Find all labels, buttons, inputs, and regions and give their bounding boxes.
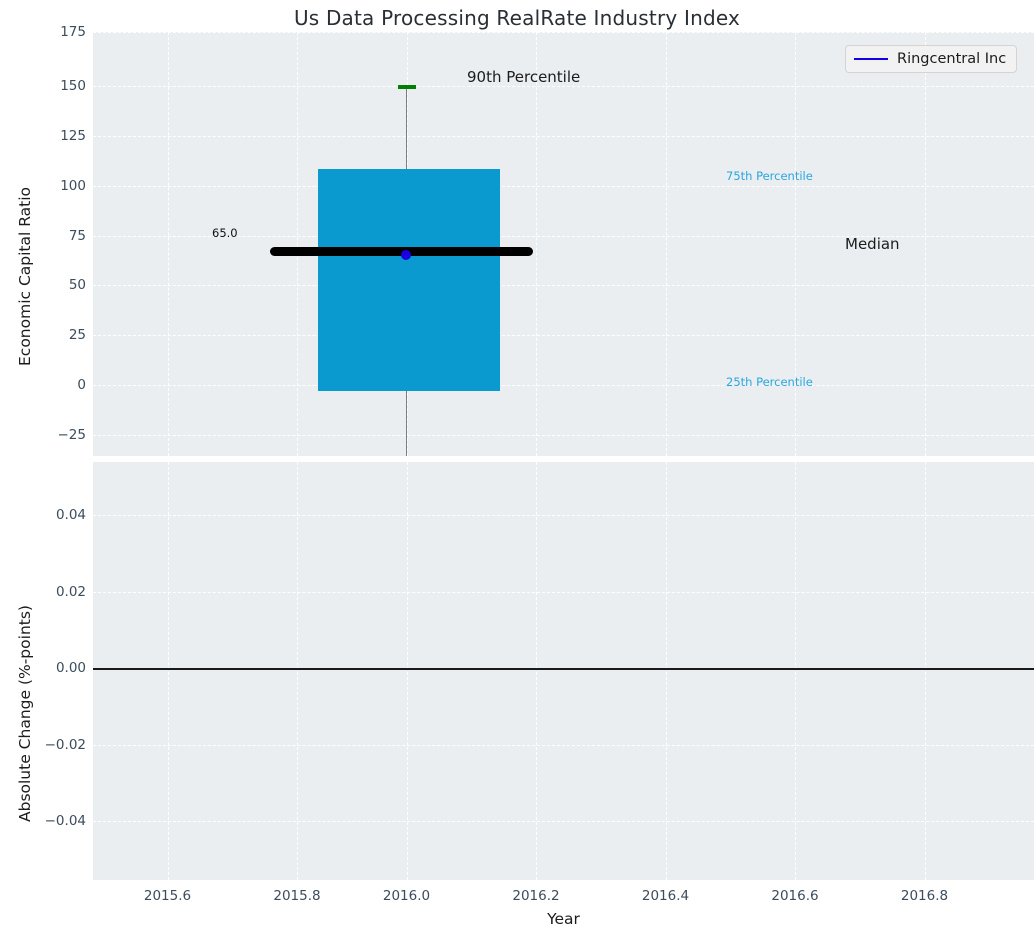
- gridline-v: [167, 32, 169, 456]
- y-tick-label: 25: [68, 327, 86, 344]
- zero-reference-line: [93, 668, 1034, 670]
- gridline-v: [795, 32, 796, 456]
- y-tick-label: 125: [60, 128, 86, 145]
- y-tick-label: 0.00: [55, 660, 86, 676]
- x-tick-label: 2016.8: [900, 888, 949, 904]
- y-axis-ticks-bottom: 0.04 0.02 0.00 −0.02 −0.04: [8, 462, 86, 880]
- y-axis-ticks-top: 175 150 125 100 75 50 25 0 −25: [8, 24, 87, 456]
- y-tick-label: −0.02: [44, 736, 86, 753]
- legend-label: Ringcentral Inc: [897, 51, 1007, 67]
- gridline-v: [665, 462, 667, 880]
- interquartile-range-box: [318, 168, 500, 391]
- gridline-h: [93, 136, 1034, 138]
- x-axis-label: Year: [547, 910, 580, 928]
- y-axis-label-top: Economic Capital Ratio: [16, 186, 34, 366]
- gridline-h: [93, 744, 1034, 746]
- y-tick-label: −0.04: [44, 813, 86, 829]
- gridline-h: [93, 185, 1034, 187]
- gridline-v: [924, 32, 926, 456]
- gridline-v: [924, 462, 926, 880]
- gridline-h: [93, 32, 1034, 33]
- panel-absolute-change: [93, 462, 1034, 880]
- gridline-h: [93, 821, 1034, 822]
- y-tick-label: 175: [60, 24, 86, 40]
- y-tick-label: 150: [60, 78, 86, 95]
- gridline-h: [93, 285, 1034, 287]
- y-tick-label: 0.04: [55, 507, 86, 523]
- x-tick-label: 2016.4: [641, 888, 690, 904]
- median-value-label: 65.0: [212, 226, 238, 240]
- x-tick-label: 2015.8: [273, 888, 321, 904]
- legend[interactable]: Ringcentral Inc: [845, 45, 1018, 73]
- y-tick-label: 0.02: [55, 583, 86, 600]
- gridline-h: [93, 384, 1034, 386]
- panel-economic-capital-ratio: 65.0 90th Percentile 75th Percentile Med…: [93, 32, 1034, 456]
- chart-title: Us Data Processing RealRate Industry Ind…: [293, 6, 741, 30]
- y-tick-label: 50: [68, 277, 86, 294]
- gridline-v: [406, 462, 408, 880]
- y-tick-label: 100: [60, 177, 86, 194]
- x-tick-label: 2015.6: [143, 888, 192, 904]
- x-tick-label: 2016.6: [771, 888, 819, 904]
- gridline-v: [795, 462, 796, 880]
- whisker-cap-p90: [398, 84, 416, 89]
- gridline-v: [167, 462, 169, 880]
- annotation-median: Median: [845, 235, 900, 253]
- gridline-v: [297, 32, 298, 456]
- gridline-v: [536, 32, 537, 456]
- annotation-75th-percentile: 75th Percentile: [726, 169, 813, 183]
- y-tick-label: 75: [68, 227, 86, 244]
- annotation-90th-percentile: 90th Percentile: [467, 68, 581, 86]
- x-tick-label: 2016.0: [382, 888, 431, 904]
- gridline-h: [93, 515, 1034, 516]
- x-tick-label: 2016.2: [512, 888, 560, 904]
- y-tick-label: 0: [77, 376, 86, 393]
- gridline-v: [297, 462, 298, 880]
- company-value-marker: [401, 250, 411, 260]
- annotation-25th-percentile: 25th Percentile: [726, 375, 813, 389]
- gridline-h: [93, 434, 1034, 436]
- gridline-h: [93, 86, 1034, 88]
- gridline-v: [536, 462, 537, 880]
- gridline-v: [665, 32, 667, 456]
- y-axis-label-bottom: Absolute Change (%-points): [16, 605, 34, 822]
- gridline-h: [93, 591, 1034, 593]
- gridline-h: [93, 335, 1034, 337]
- y-tick-label: −25: [57, 426, 87, 443]
- legend-line-swatch: [854, 58, 888, 60]
